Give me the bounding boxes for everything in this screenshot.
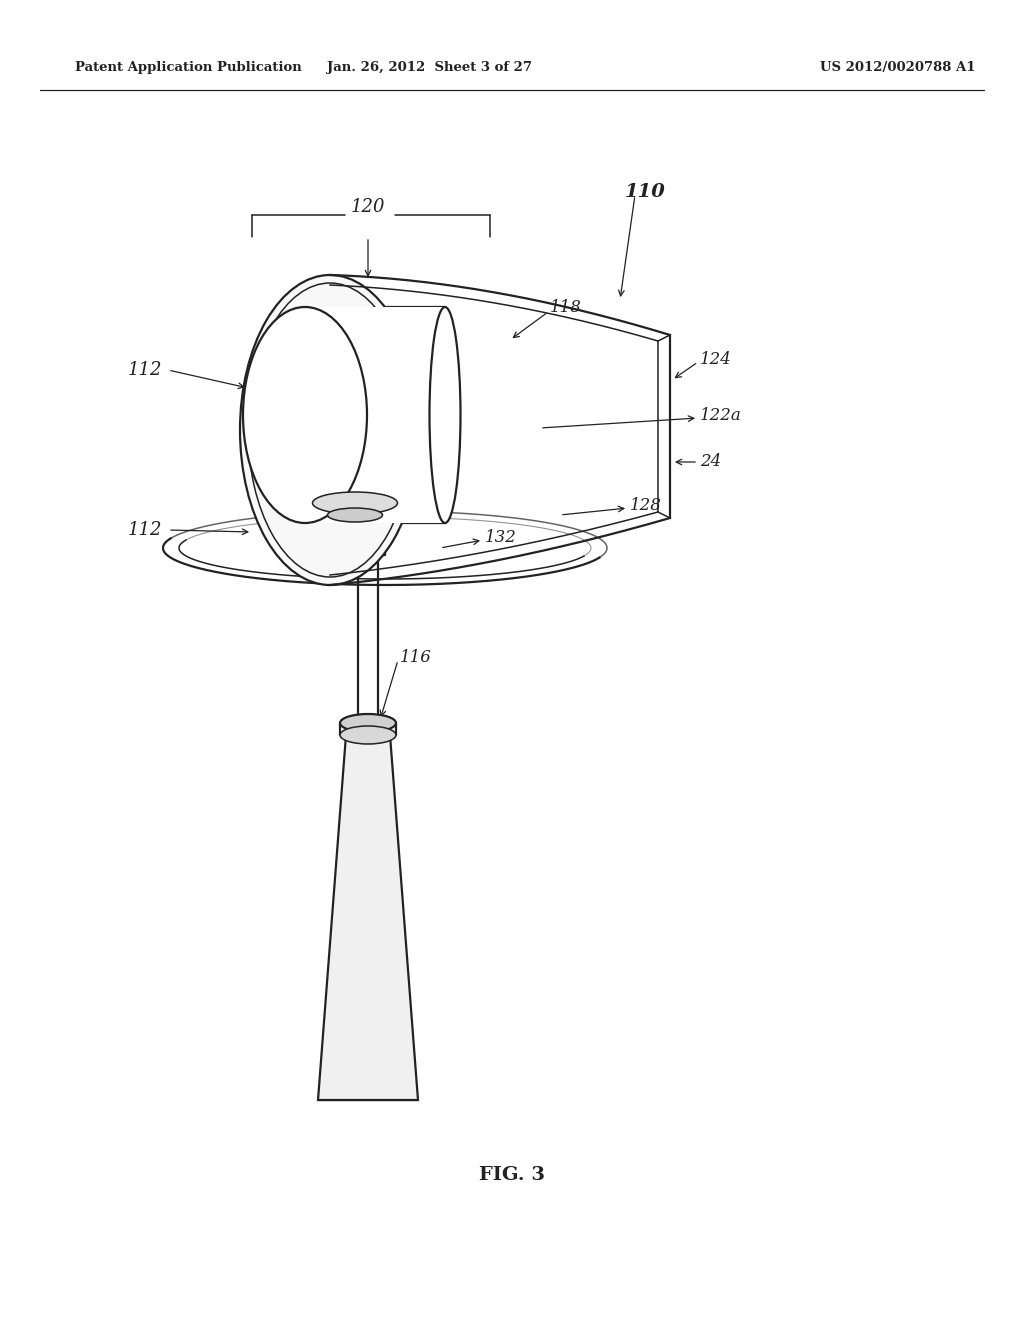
Ellipse shape — [429, 308, 461, 523]
Text: 122a: 122a — [700, 407, 741, 424]
Text: 114a: 114a — [400, 337, 441, 354]
Polygon shape — [318, 735, 418, 1100]
Text: 128: 128 — [630, 496, 662, 513]
Text: Patent Application Publication: Patent Application Publication — [75, 62, 302, 74]
Ellipse shape — [243, 308, 367, 523]
Text: 116: 116 — [400, 649, 432, 667]
Ellipse shape — [328, 508, 383, 521]
Text: 110: 110 — [625, 183, 666, 201]
Text: 112: 112 — [128, 521, 162, 539]
Text: FIG. 3: FIG. 3 — [479, 1166, 545, 1184]
Text: Jan. 26, 2012  Sheet 3 of 27: Jan. 26, 2012 Sheet 3 of 27 — [328, 62, 532, 74]
Ellipse shape — [340, 726, 396, 744]
Ellipse shape — [312, 492, 397, 513]
Text: 132: 132 — [485, 529, 517, 546]
Text: 124: 124 — [700, 351, 732, 368]
Text: 120: 120 — [351, 198, 385, 216]
Ellipse shape — [240, 275, 420, 585]
Text: 118: 118 — [550, 300, 582, 317]
Ellipse shape — [340, 714, 396, 733]
Polygon shape — [305, 308, 445, 523]
Text: US 2012/0020788 A1: US 2012/0020788 A1 — [820, 62, 976, 74]
Text: 112: 112 — [128, 360, 162, 379]
Text: 24: 24 — [700, 454, 721, 470]
